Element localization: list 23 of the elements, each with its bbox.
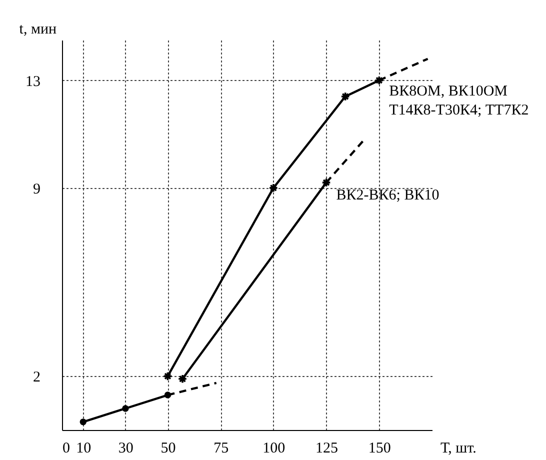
x-tick-label: 100 <box>262 440 286 456</box>
series-label: ВК2-ВК6; ВК10 <box>336 188 440 204</box>
y-tick-label: 9 <box>33 181 40 198</box>
series-label: ВК8ОМ, ВК10ОМ Т14К8-Т30К4; ТТ7К2 <box>389 83 529 118</box>
x-tick-label: 10 <box>76 440 92 456</box>
x-tick-label: 30 <box>118 440 134 456</box>
point <box>268 183 278 193</box>
x-tick-label: 150 <box>368 440 391 456</box>
point <box>122 405 129 412</box>
point <box>80 418 86 426</box>
point <box>178 374 188 384</box>
x-tick-label: 125 <box>316 440 338 456</box>
y-tick-label: 2 <box>33 370 40 386</box>
x-tick-label: 0 <box>62 440 70 456</box>
y-tick-label: 13 <box>26 74 40 90</box>
x-tick-label: 75 <box>214 440 229 456</box>
point <box>322 178 332 188</box>
point <box>162 371 172 381</box>
x-tick-label: 50 <box>160 440 176 456</box>
point <box>340 92 350 102</box>
y-axis-title: t, мин <box>19 22 56 38</box>
point <box>374 76 384 86</box>
x-axis-title: Т, шт. <box>440 440 476 456</box>
